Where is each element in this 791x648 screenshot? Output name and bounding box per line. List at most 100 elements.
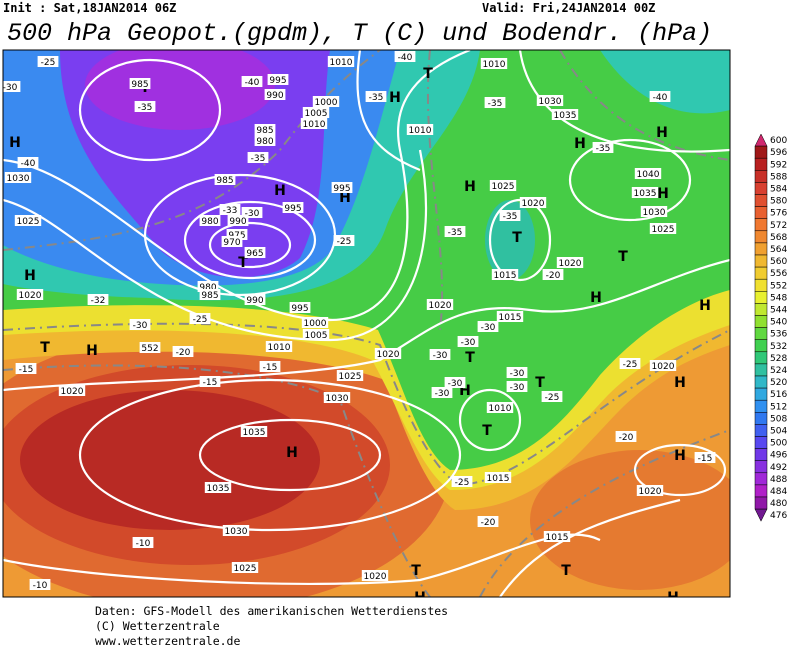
pressure-center: T <box>465 350 475 366</box>
pressure-center: T <box>561 563 571 579</box>
label-box <box>244 247 266 258</box>
label-box <box>265 341 293 352</box>
colorbar-swatch <box>754 157 768 171</box>
colorbar-swatch <box>754 339 768 353</box>
label-box <box>694 452 716 463</box>
colorbar-label: 528 <box>770 354 787 364</box>
contour-label: -40 <box>653 93 668 103</box>
colorbar-label: 520 <box>770 378 787 388</box>
pressure-center: H <box>339 190 351 206</box>
contour-label: -30 <box>510 383 525 393</box>
contour-label: 1010 <box>330 58 353 68</box>
label-box <box>172 346 194 357</box>
label-box <box>240 426 268 437</box>
contour-label: -20 <box>481 518 496 528</box>
contour-label: -30 <box>461 338 476 348</box>
pressure-center: H <box>464 179 476 195</box>
contour-label: 1010 <box>483 60 506 70</box>
label-box <box>129 319 151 330</box>
colorbar-swatch <box>754 218 768 232</box>
label-box <box>406 124 434 135</box>
colorbar-label: 532 <box>770 342 787 352</box>
contour-label: -10 <box>136 539 151 549</box>
colorbar-swatch <box>754 206 768 219</box>
pressure-center: H <box>9 135 21 151</box>
label-box <box>619 358 641 369</box>
label-box <box>264 89 286 100</box>
colorbar: 600 596 592 588 584 580 576 572 568 564 560 556 552 5… <box>754 133 787 522</box>
label-box <box>254 135 276 146</box>
colorbar-label: 588 <box>770 172 787 182</box>
label-box <box>199 376 221 387</box>
colorbar-label: 540 <box>770 318 787 328</box>
contour-label: -30 <box>245 209 260 219</box>
label-box <box>247 152 269 163</box>
contour-label: 1020 <box>639 487 662 497</box>
field <box>85 50 275 130</box>
footer-line: www.wetterzentrale.de <box>95 634 240 648</box>
colorbar-label: 544 <box>770 305 787 315</box>
contour-label: 1030 <box>7 174 30 184</box>
label-box <box>640 206 668 217</box>
label-box <box>267 74 289 85</box>
contour-label: 1010 <box>489 404 512 414</box>
label-box <box>361 570 389 581</box>
label-box <box>139 342 161 353</box>
colorbar-label: 512 <box>770 402 787 412</box>
pressure-center: H <box>667 590 679 606</box>
contour-label: 995 <box>269 76 286 86</box>
colorbar-label: 568 <box>770 233 787 243</box>
colorbar-swatch <box>754 424 768 437</box>
contour-label: -35 <box>138 103 153 113</box>
pressure-center: H <box>389 90 401 106</box>
contour-label: -35 <box>488 99 503 109</box>
label-box <box>333 235 355 246</box>
contour-label: 1025 <box>234 564 257 574</box>
label-box <box>506 367 528 378</box>
colorbar-swatch <box>754 484 768 498</box>
pressure-center: T <box>423 66 433 82</box>
label-box <box>37 56 59 67</box>
colorbar-swatch <box>754 291 768 304</box>
label-box <box>302 107 330 118</box>
pressure-center: T <box>618 249 628 265</box>
field <box>530 450 730 590</box>
label-box <box>615 431 637 442</box>
colorbar-swatch <box>754 327 768 340</box>
label-box <box>4 172 32 183</box>
colorbar-swatch <box>754 448 768 461</box>
contour-label: -35 <box>596 144 611 154</box>
valid-time: Valid: Fri,24JAN2014 00Z <box>482 1 655 15</box>
label-box <box>429 349 451 360</box>
map-labels: HHHHHHHHHHHHHHHHHHTTTTTTTTTTT995990985-3… <box>3 51 716 606</box>
field <box>485 200 535 280</box>
label-box <box>259 361 281 372</box>
pressure-center: T <box>512 230 522 246</box>
pressure-center: H <box>286 445 298 461</box>
label-box <box>214 174 236 185</box>
colorbar-label: 496 <box>770 451 787 461</box>
label-box <box>231 562 259 573</box>
contour-label: 1030 <box>326 394 349 404</box>
contour-label: -15 <box>19 365 34 375</box>
colorbar-swatch <box>754 387 768 401</box>
contour-label: 970 <box>223 238 240 248</box>
label-box <box>222 525 250 536</box>
colorbar-label: 500 <box>770 439 787 449</box>
contour-label: 1025 <box>17 217 40 227</box>
contour-label: 965 <box>246 249 263 259</box>
contour-label: -15 <box>263 363 278 373</box>
pressure-center: T <box>40 340 50 356</box>
label-box <box>197 281 219 292</box>
label-box <box>480 58 508 69</box>
label-box <box>199 289 221 300</box>
field <box>20 390 320 530</box>
label-box <box>289 302 311 313</box>
footer-line: (C) Wetterzentrale <box>95 619 220 633</box>
contour-label: 1035 <box>243 428 266 438</box>
colorbar-label: 560 <box>770 257 787 267</box>
colorbar-label: 536 <box>770 330 787 340</box>
contour-label: 1000 <box>304 319 327 329</box>
contour-label: 1025 <box>492 182 515 192</box>
contour-label: -30 <box>433 351 448 361</box>
